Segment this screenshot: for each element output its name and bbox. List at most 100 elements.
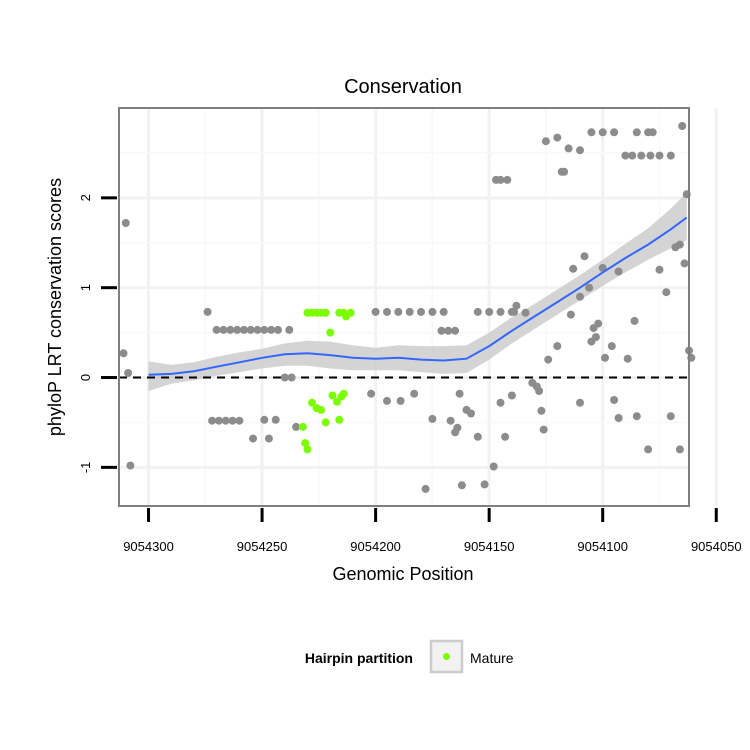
point-other: [607, 342, 616, 351]
x-axis: 9054300 9054250 9054200 9054150 9054100 90540…: [123, 508, 742, 554]
point-other: [396, 396, 405, 405]
x-tick-label: 9054300: [123, 539, 174, 554]
point-other: [371, 307, 380, 316]
point-other: [428, 414, 437, 423]
point-other: [655, 265, 664, 274]
y-axis: -1 0 1 2: [78, 194, 117, 473]
point-mature: [298, 422, 307, 431]
point-other: [126, 461, 135, 470]
x-axis-title: Genomic Position: [332, 564, 473, 584]
point-mature: [321, 308, 330, 317]
point-other: [521, 308, 530, 317]
point-other: [451, 326, 460, 335]
point-other: [576, 398, 584, 407]
x-tick-label: 9054050: [691, 539, 742, 554]
point-mature: [301, 439, 310, 448]
point-other: [444, 326, 453, 335]
point-other: [541, 137, 550, 146]
points-layer: [119, 122, 696, 493]
point-other: [453, 423, 462, 432]
point-other: [267, 325, 276, 334]
point-other: [594, 319, 603, 328]
x-tick-label: 9054150: [464, 539, 515, 554]
point-other: [610, 128, 619, 137]
point-other: [221, 416, 230, 425]
point-other: [614, 267, 623, 276]
point-mature: [328, 391, 337, 400]
point-other: [553, 133, 562, 142]
point-other: [485, 307, 494, 316]
point-other: [537, 406, 546, 415]
point-other: [271, 415, 280, 424]
point-other: [569, 264, 578, 273]
point-other: [564, 144, 573, 153]
legend-key-mature: [443, 653, 450, 660]
point-other: [383, 396, 391, 405]
point-other: [473, 432, 482, 441]
confidence-band: [148, 192, 687, 391]
confidence-band-layer: [148, 192, 687, 391]
point-other: [119, 349, 128, 358]
point-other: [503, 175, 512, 184]
smooth-line: [148, 216, 688, 376]
point-other: [646, 151, 655, 160]
point-other: [264, 434, 273, 443]
point-other: [666, 412, 675, 421]
y-tick-label: 0: [78, 374, 93, 381]
point-mature: [303, 445, 312, 454]
point-mature: [326, 328, 335, 337]
point-other: [566, 310, 575, 319]
point-other: [410, 389, 419, 398]
point-other: [675, 445, 684, 454]
point-other: [680, 259, 689, 268]
point-other: [405, 307, 414, 316]
point-other: [576, 292, 584, 301]
y-tick-label: 1: [78, 284, 93, 291]
point-other: [480, 480, 489, 489]
point-other: [580, 252, 589, 261]
point-other: [601, 353, 609, 362]
point-other: [457, 481, 466, 490]
point-other: [598, 263, 607, 272]
point-other: [214, 416, 223, 425]
point-other: [587, 128, 596, 137]
point-other: [587, 337, 596, 346]
point-other: [208, 416, 217, 425]
point-other: [383, 307, 391, 316]
point-other: [632, 128, 641, 137]
point-other: [428, 307, 437, 316]
point-other: [512, 301, 521, 310]
point-other: [260, 325, 269, 334]
point-other: [446, 416, 455, 425]
legend-label-mature: Mature: [470, 650, 514, 666]
point-other: [467, 409, 475, 418]
point-mature: [333, 397, 341, 406]
point-other: [455, 389, 464, 398]
point-other: [219, 325, 228, 334]
point-other: [274, 325, 282, 334]
point-other: [623, 354, 632, 363]
point-other: [228, 416, 237, 425]
point-other: [473, 307, 482, 316]
plot-border: [118, 107, 690, 507]
point-other: [598, 128, 607, 137]
point-other: [496, 175, 505, 184]
point-other: [666, 151, 675, 160]
y-tick-label: -1: [78, 462, 93, 474]
point-mature: [321, 418, 330, 427]
point-other: [280, 373, 289, 382]
x-tick-label: 9054100: [577, 539, 628, 554]
y-tick-label: 2: [78, 194, 93, 201]
point-other: [614, 414, 623, 422]
point-other: [394, 307, 403, 316]
point-other: [437, 326, 446, 335]
point-other: [610, 396, 619, 404]
point-other: [226, 325, 235, 334]
point-other: [644, 445, 653, 454]
point-other: [553, 342, 562, 351]
point-other: [239, 325, 248, 334]
point-other: [124, 369, 133, 377]
point-other: [496, 398, 505, 407]
point-other: [417, 307, 425, 316]
point-other: [367, 389, 376, 398]
